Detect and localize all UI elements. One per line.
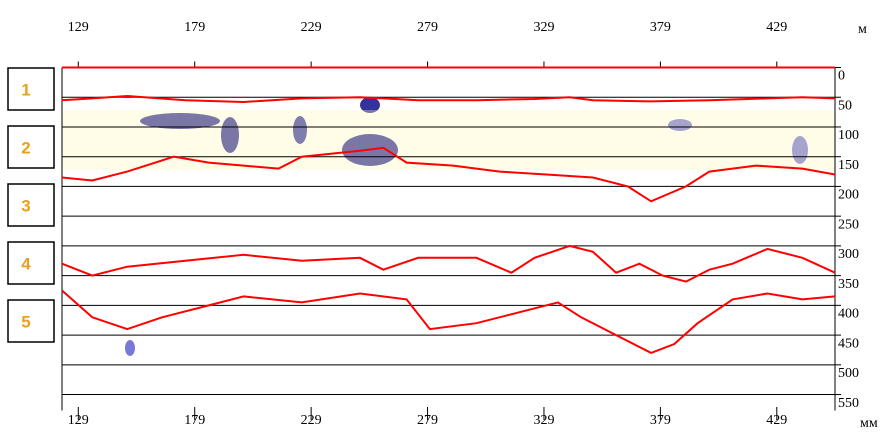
layer-label: 5 — [21, 312, 30, 331]
layer-box — [7, 241, 55, 285]
layer-boundary — [61, 289, 836, 354]
y-tick-label: 0 — [838, 69, 845, 84]
layer-label: 3 — [21, 196, 30, 215]
y-tick-label: 250 — [838, 217, 859, 232]
y-tick-label: 100 — [838, 128, 859, 143]
x-tick-label-top: 379 — [650, 20, 671, 35]
y-tick-label: 450 — [838, 336, 859, 351]
layer-boundary — [61, 94, 836, 104]
y-tick-label: 200 — [838, 188, 859, 203]
y-tick-label: 400 — [838, 307, 859, 322]
x-unit: м — [858, 22, 867, 37]
anomalies — [62, 97, 835, 356]
layer-label: 2 — [21, 138, 30, 157]
x-tick-label-bottom: 179 — [184, 413, 205, 428]
x-tick-label-bottom: 429 — [766, 413, 787, 428]
layer-box — [7, 183, 55, 227]
x-tick-label-top: 229 — [301, 20, 322, 35]
y-tick-label: 350 — [838, 277, 859, 292]
x-tick-label-top: 129 — [68, 20, 89, 35]
y-tick-label: 500 — [838, 366, 859, 381]
layer-boundary — [61, 146, 836, 203]
x-tick-label-bottom: 129 — [68, 413, 89, 428]
layer-label: 1 — [21, 80, 30, 99]
layer-box — [7, 67, 55, 111]
y-tick-label: 550 — [838, 396, 859, 411]
x-tick-label-top: 279 — [417, 20, 438, 35]
x-tick-label-bottom: 279 — [417, 413, 438, 428]
x-tick-label-top: 179 — [184, 20, 205, 35]
y-tick-label: 300 — [838, 247, 859, 262]
x-tick-label-bottom: 379 — [650, 413, 671, 428]
layer-box — [7, 125, 55, 169]
x-tick-label-bottom: 329 — [533, 413, 554, 428]
layer-box — [7, 299, 55, 343]
layer-boundary — [61, 244, 836, 283]
y-tick-label: 50 — [838, 98, 852, 113]
x-tick-label-bottom: 229 — [301, 413, 322, 428]
x-tick-label-top: 429 — [766, 20, 787, 35]
y-unit: мм — [860, 416, 878, 431]
layer-label: 4 — [21, 254, 31, 273]
x-tick-label-top: 329 — [533, 20, 554, 35]
y-tick-label: 150 — [838, 158, 859, 173]
